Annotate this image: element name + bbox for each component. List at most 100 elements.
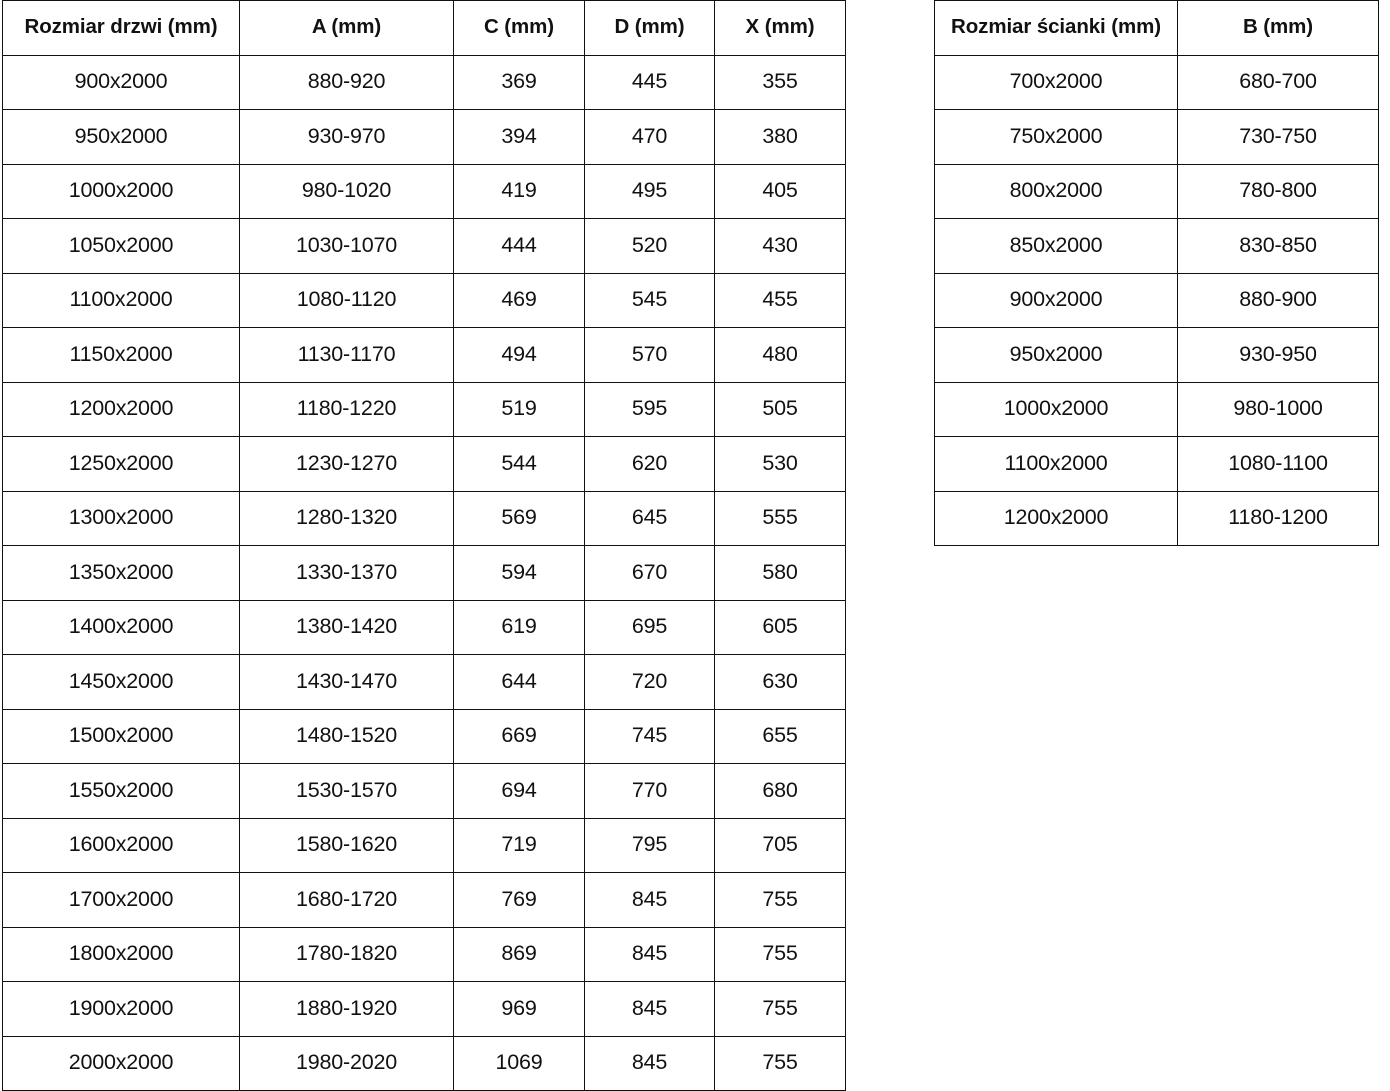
cell-b: 680-700 [1177,54,1379,110]
cell-b: 1080-1100 [1177,436,1379,492]
cell-d: 845 [584,926,715,982]
table-row: 1050x2000 1030-1070 444 520 430 [2,218,846,274]
cell-a: 1130-1170 [239,327,454,383]
cell-x: 430 [714,218,846,274]
table-row: 700x2000 680-700 [934,54,1379,110]
cell-d: 695 [584,599,715,655]
cell-d: 845 [584,872,715,928]
cell-d: 720 [584,654,715,710]
cell-a: 1480-1520 [239,708,454,764]
table-row: 1600x2000 1580-1620 719 795 705 [2,817,846,873]
cell-door-size: 1900x2000 [2,981,240,1037]
cell-d: 745 [584,708,715,764]
cell-c: 444 [453,218,585,274]
cell-d: 770 [584,763,715,819]
table-row: 1350x2000 1330-1370 594 670 580 [2,545,846,601]
cell-wall-size: 900x2000 [934,272,1178,328]
cell-b: 830-850 [1177,218,1379,274]
cell-c: 394 [453,109,585,165]
cell-c: 494 [453,327,585,383]
cell-a: 1380-1420 [239,599,454,655]
cell-door-size: 1550x2000 [2,763,240,819]
column-header-x: X (mm) [714,0,846,56]
cell-door-size: 1050x2000 [2,218,240,274]
cell-a: 1880-1920 [239,981,454,1037]
cell-x: 530 [714,436,846,492]
table-row: 1900x2000 1880-1920 969 845 755 [2,981,846,1037]
table-row: 1700x2000 1680-1720 769 845 755 [2,872,846,928]
cell-c: 719 [453,817,585,873]
cell-b: 780-800 [1177,163,1379,219]
cell-door-size: 1800x2000 [2,926,240,982]
cell-x: 380 [714,109,846,165]
cell-a: 1330-1370 [239,545,454,601]
cell-wall-size: 1100x2000 [934,436,1178,492]
table-row: 1800x2000 1780-1820 869 845 755 [2,926,846,982]
cell-c: 869 [453,926,585,982]
cell-x: 580 [714,545,846,601]
table-row: 1150x2000 1130-1170 494 570 480 [2,327,846,383]
table-row: 850x2000 830-850 [934,218,1379,274]
cell-d: 570 [584,327,715,383]
cell-x: 355 [714,54,846,110]
cell-door-size: 1400x2000 [2,599,240,655]
table-header-row: Rozmiar ścianki (mm) B (mm) [934,0,1379,56]
cell-a: 1030-1070 [239,218,454,274]
cell-wall-size: 1000x2000 [934,381,1178,437]
table-row: 1000x2000 980-1000 [934,381,1379,437]
cell-door-size: 1300x2000 [2,490,240,546]
cell-door-size: 2000x2000 [2,1035,240,1091]
cell-d: 595 [584,381,715,437]
cell-c: 694 [453,763,585,819]
cell-c: 619 [453,599,585,655]
cell-d: 670 [584,545,715,601]
cell-c: 769 [453,872,585,928]
table-row: 750x2000 730-750 [934,109,1379,165]
cell-d: 845 [584,981,715,1037]
table-row: 2000x2000 1980-2020 1069 845 755 [2,1035,846,1091]
wall-panel-size-dimensions-table: Rozmiar ścianki (mm) B (mm) 700x2000 680… [934,0,1379,546]
cell-wall-size: 700x2000 [934,54,1178,110]
cell-x: 655 [714,708,846,764]
cell-wall-size: 850x2000 [934,218,1178,274]
column-header-b: B (mm) [1177,0,1379,56]
table-row: 1000x2000 980-1020 419 495 405 [2,163,846,219]
cell-c: 569 [453,490,585,546]
table-row: 900x2000 880-900 [934,272,1379,328]
cell-door-size: 1350x2000 [2,545,240,601]
table-row: 1100x2000 1080-1100 [934,436,1379,492]
cell-c: 369 [453,54,585,110]
cell-a: 1580-1620 [239,817,454,873]
table-row: 1100x2000 1080-1120 469 545 455 [2,272,846,328]
cell-a: 1430-1470 [239,654,454,710]
cell-c: 419 [453,163,585,219]
table-row: 1200x2000 1180-1200 [934,490,1379,546]
cell-x: 630 [714,654,846,710]
cell-d: 795 [584,817,715,873]
cell-door-size: 1000x2000 [2,163,240,219]
cell-b: 730-750 [1177,109,1379,165]
cell-c: 644 [453,654,585,710]
cell-x: 755 [714,872,846,928]
cell-d: 545 [584,272,715,328]
cell-d: 845 [584,1035,715,1091]
table-row: 1400x2000 1380-1420 619 695 605 [2,599,846,655]
cell-x: 680 [714,763,846,819]
cell-x: 405 [714,163,846,219]
cell-x: 755 [714,981,846,1037]
table-row: 800x2000 780-800 [934,163,1379,219]
table-row: 1300x2000 1280-1320 569 645 555 [2,490,846,546]
table-row: 1250x2000 1230-1270 544 620 530 [2,436,846,492]
cell-door-size: 1600x2000 [2,817,240,873]
cell-door-size: 1200x2000 [2,381,240,437]
cell-door-size: 950x2000 [2,109,240,165]
cell-x: 480 [714,327,846,383]
cell-d: 495 [584,163,715,219]
cell-c: 469 [453,272,585,328]
table-row: 950x2000 930-950 [934,327,1379,383]
cell-c: 594 [453,545,585,601]
cell-a: 1680-1720 [239,872,454,928]
cell-a: 930-970 [239,109,454,165]
table-row: 1450x2000 1430-1470 644 720 630 [2,654,846,710]
cell-wall-size: 750x2000 [934,109,1178,165]
